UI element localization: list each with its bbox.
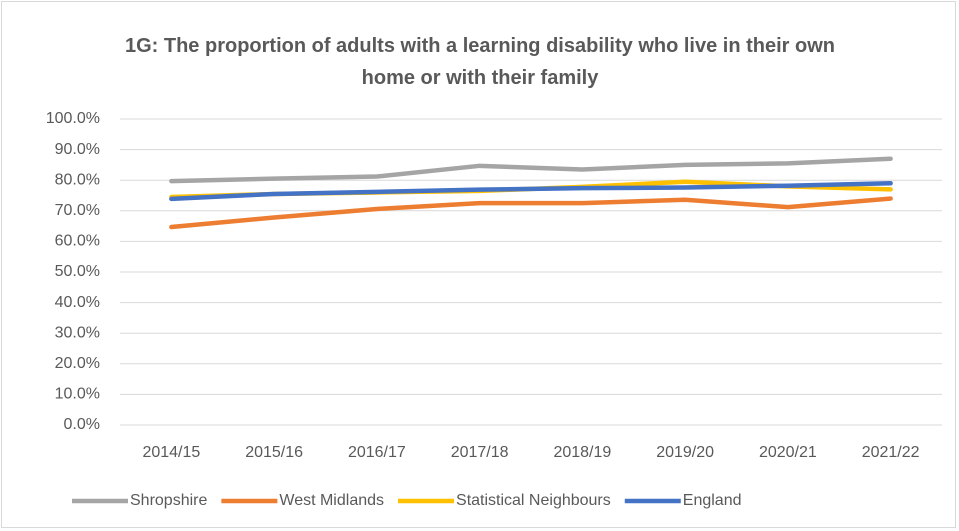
x-tick-label: 2017/18	[451, 444, 509, 461]
y-tick-label: 10.0%	[55, 386, 100, 403]
y-tick-label: 30.0%	[55, 324, 100, 341]
x-tick-label: 2014/15	[142, 444, 200, 461]
x-tick-label: 2018/19	[553, 444, 611, 461]
y-tick-label: 100.0%	[46, 110, 100, 127]
legend-label: Statistical Neighbours	[456, 492, 611, 509]
y-tick-label: 0.0%	[64, 416, 100, 433]
chart-title: 1G: The proportion of adults with a lear…	[124, 35, 836, 89]
legend-label: England	[683, 492, 742, 509]
x-tick-label: 2021/22	[862, 444, 920, 461]
y-tick-label: 90.0%	[55, 141, 100, 158]
legend-label: West Midlands	[279, 492, 384, 509]
y-tick-label: 50.0%	[55, 263, 100, 280]
series-line	[169, 156, 893, 184]
y-tick-label: 60.0%	[55, 233, 100, 250]
x-tick-label: 2020/21	[759, 444, 817, 461]
x-tick-label: 2016/17	[348, 444, 406, 461]
x-tick-label: 2019/20	[656, 444, 714, 461]
x-tick-label: 2015/16	[245, 444, 303, 461]
series-line	[169, 196, 893, 230]
legend-label: Shropshire	[130, 492, 207, 509]
series-line	[169, 181, 893, 202]
y-tick-label: 70.0%	[55, 202, 100, 219]
y-tick-label: 80.0%	[55, 171, 100, 188]
y-tick-label: 40.0%	[55, 294, 100, 311]
y-tick-label: 20.0%	[55, 355, 100, 372]
